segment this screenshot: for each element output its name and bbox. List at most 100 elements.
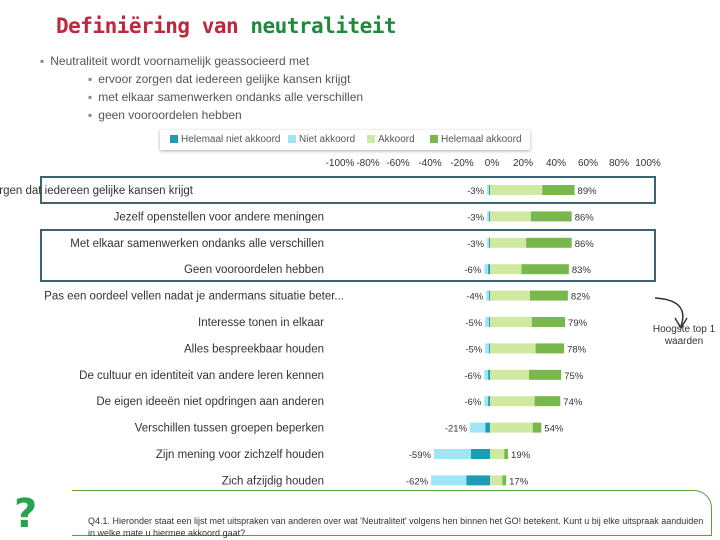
x-tick-label: 0% bbox=[485, 158, 500, 169]
negative-total-label: -4% bbox=[466, 292, 483, 303]
category-label: Met elkaar samenwerken ondanks alle vers… bbox=[70, 238, 324, 250]
positive-total-label: 54% bbox=[544, 424, 564, 435]
category-label: Verschillen tussen groepen beperken bbox=[135, 423, 324, 435]
negative-total-label: -3% bbox=[467, 186, 484, 197]
category-label: Er voor zorgen dat iedereen gelijke kans… bbox=[0, 185, 194, 197]
legend-label: Niet akkoord bbox=[299, 134, 356, 145]
chart-rows: Er voor zorgen dat iedereen gelijke kans… bbox=[0, 185, 597, 487]
bullet-sub: ▪ ervoor zorgen dat iedereen gelijke kans… bbox=[40, 70, 363, 88]
category-label: Zich afzijdig houden bbox=[222, 475, 324, 487]
category-label: Zijn mening voor zichzelf houden bbox=[156, 449, 324, 461]
callout-arrowhead bbox=[674, 317, 688, 330]
bullet-sub-text: geen vooroordelen hebben bbox=[98, 108, 242, 122]
bar-segment bbox=[490, 396, 535, 407]
x-tick-label: -40% bbox=[418, 158, 441, 169]
category-label: Interesse tonen in elkaar bbox=[198, 317, 324, 329]
positive-total-label: 78% bbox=[567, 344, 587, 355]
bar-segment bbox=[484, 264, 489, 275]
bar-segment bbox=[489, 237, 490, 248]
bullet-dot-icon: ▪ bbox=[88, 90, 93, 104]
bullet-sub: ▪ met elkaar samenwerken ondanks alle ver… bbox=[40, 88, 363, 106]
negative-total-label: -5% bbox=[465, 344, 482, 355]
bar-segment bbox=[490, 211, 531, 222]
x-tick-label: 60% bbox=[578, 158, 598, 169]
x-tick-label: -20% bbox=[450, 158, 473, 169]
bar-segment bbox=[531, 317, 566, 327]
negative-total-label: -6% bbox=[464, 265, 481, 276]
bar-segment bbox=[532, 422, 542, 433]
bar-segment bbox=[488, 369, 490, 380]
bar-segment bbox=[535, 343, 565, 354]
category-label: De eigen ideeën niet opdringen aan ander… bbox=[96, 396, 324, 408]
bar-segment bbox=[490, 264, 522, 275]
legend-item-niet: Niet akkoord bbox=[288, 134, 355, 145]
bar-segment bbox=[431, 475, 467, 486]
category-label: Pas een oordeel vellen nadat je anderman… bbox=[44, 291, 344, 303]
bullet-main-text: Neutraliteit wordt voornamelijk geassoci… bbox=[50, 54, 310, 68]
bar-segment bbox=[470, 422, 486, 433]
bar-segment bbox=[490, 475, 503, 486]
bullet-sub: ▪ geen vooroordelen hebben bbox=[40, 106, 363, 124]
bar-segment bbox=[504, 449, 509, 459]
positive-total-label: 19% bbox=[511, 450, 531, 461]
bar-segment bbox=[534, 396, 561, 407]
positive-total-label: 74% bbox=[563, 397, 583, 408]
bullet-dot-icon: ▪ bbox=[88, 72, 93, 86]
positive-total-label: 86% bbox=[575, 212, 595, 223]
bar-segment bbox=[542, 185, 575, 195]
negative-total-label: -59% bbox=[409, 450, 432, 461]
question-text: Q4.1. Hieronder staat een lijst met uits… bbox=[88, 516, 704, 538]
bullet-sub-text: ervoor zorgen dat iedereen gelijke kanse… bbox=[98, 72, 351, 86]
bar-segment bbox=[489, 211, 490, 222]
x-tick-label: -100% bbox=[326, 158, 355, 169]
bar-segment bbox=[487, 211, 490, 222]
legend-label: Helemaal niet akkoord bbox=[181, 134, 281, 145]
title-part-2: neutraliteit bbox=[250, 14, 397, 38]
x-tick-label: -60% bbox=[386, 158, 409, 169]
legend-label: Helemaal akkoord bbox=[441, 134, 522, 145]
bullet-sub-text: met elkaar samenwerken ondanks alle vers… bbox=[98, 90, 364, 104]
bullet-dot-icon: ▪ bbox=[40, 54, 45, 68]
bar-segment bbox=[485, 422, 490, 433]
bar-segment bbox=[466, 475, 490, 486]
legend-swatch bbox=[430, 135, 438, 143]
x-tick-label: 20% bbox=[513, 158, 533, 169]
bar-segment bbox=[502, 475, 507, 486]
legend-swatch bbox=[367, 135, 375, 143]
bar-segment bbox=[489, 317, 490, 327]
bar-segment bbox=[490, 422, 533, 433]
bar-segment bbox=[490, 369, 529, 380]
bar-segment bbox=[490, 317, 532, 327]
x-tick-label: 80% bbox=[609, 158, 629, 169]
positive-total-label: 17% bbox=[509, 476, 529, 487]
title-part-1: Definiëring van bbox=[56, 14, 239, 38]
bar-segment bbox=[489, 290, 490, 301]
legend-item-helemaal: Helemaal akkoord bbox=[430, 134, 522, 145]
bar-segment bbox=[490, 449, 505, 459]
bar-segment bbox=[528, 369, 562, 380]
bullet-main: ▪ Neutraliteit wordt voornamelijk geassoc… bbox=[40, 52, 363, 70]
bar-segment bbox=[526, 237, 572, 248]
bar-segment bbox=[487, 237, 490, 248]
x-tick-label: 100% bbox=[635, 158, 661, 169]
negative-total-label: -6% bbox=[464, 371, 481, 382]
bullet-list: ▪ Neutraliteit wordt voornamelijk geassoc… bbox=[40, 52, 363, 124]
bar-segment bbox=[484, 396, 489, 407]
highlight-box-top bbox=[40, 176, 656, 204]
positive-total-label: 86% bbox=[575, 239, 595, 250]
positive-total-label: 79% bbox=[568, 318, 588, 329]
question-box: Q4.1. Hieronder staat een lijst met uits… bbox=[72, 490, 712, 538]
positive-total-label: 89% bbox=[578, 186, 598, 197]
bar-segment bbox=[521, 264, 569, 275]
callout-arrow bbox=[654, 297, 684, 327]
bar-segment bbox=[488, 264, 490, 275]
category-label: Geen vooroordelen hebben bbox=[184, 264, 324, 276]
question-mark-icon: ? bbox=[14, 491, 38, 537]
x-tick-label: -80% bbox=[356, 158, 379, 169]
bar-segment bbox=[471, 449, 490, 459]
negative-total-label: -3% bbox=[467, 212, 484, 223]
category-label: Alles bespreekbaar houden bbox=[184, 343, 324, 355]
negative-total-label: -62% bbox=[406, 476, 429, 487]
bar-segment bbox=[485, 343, 490, 354]
